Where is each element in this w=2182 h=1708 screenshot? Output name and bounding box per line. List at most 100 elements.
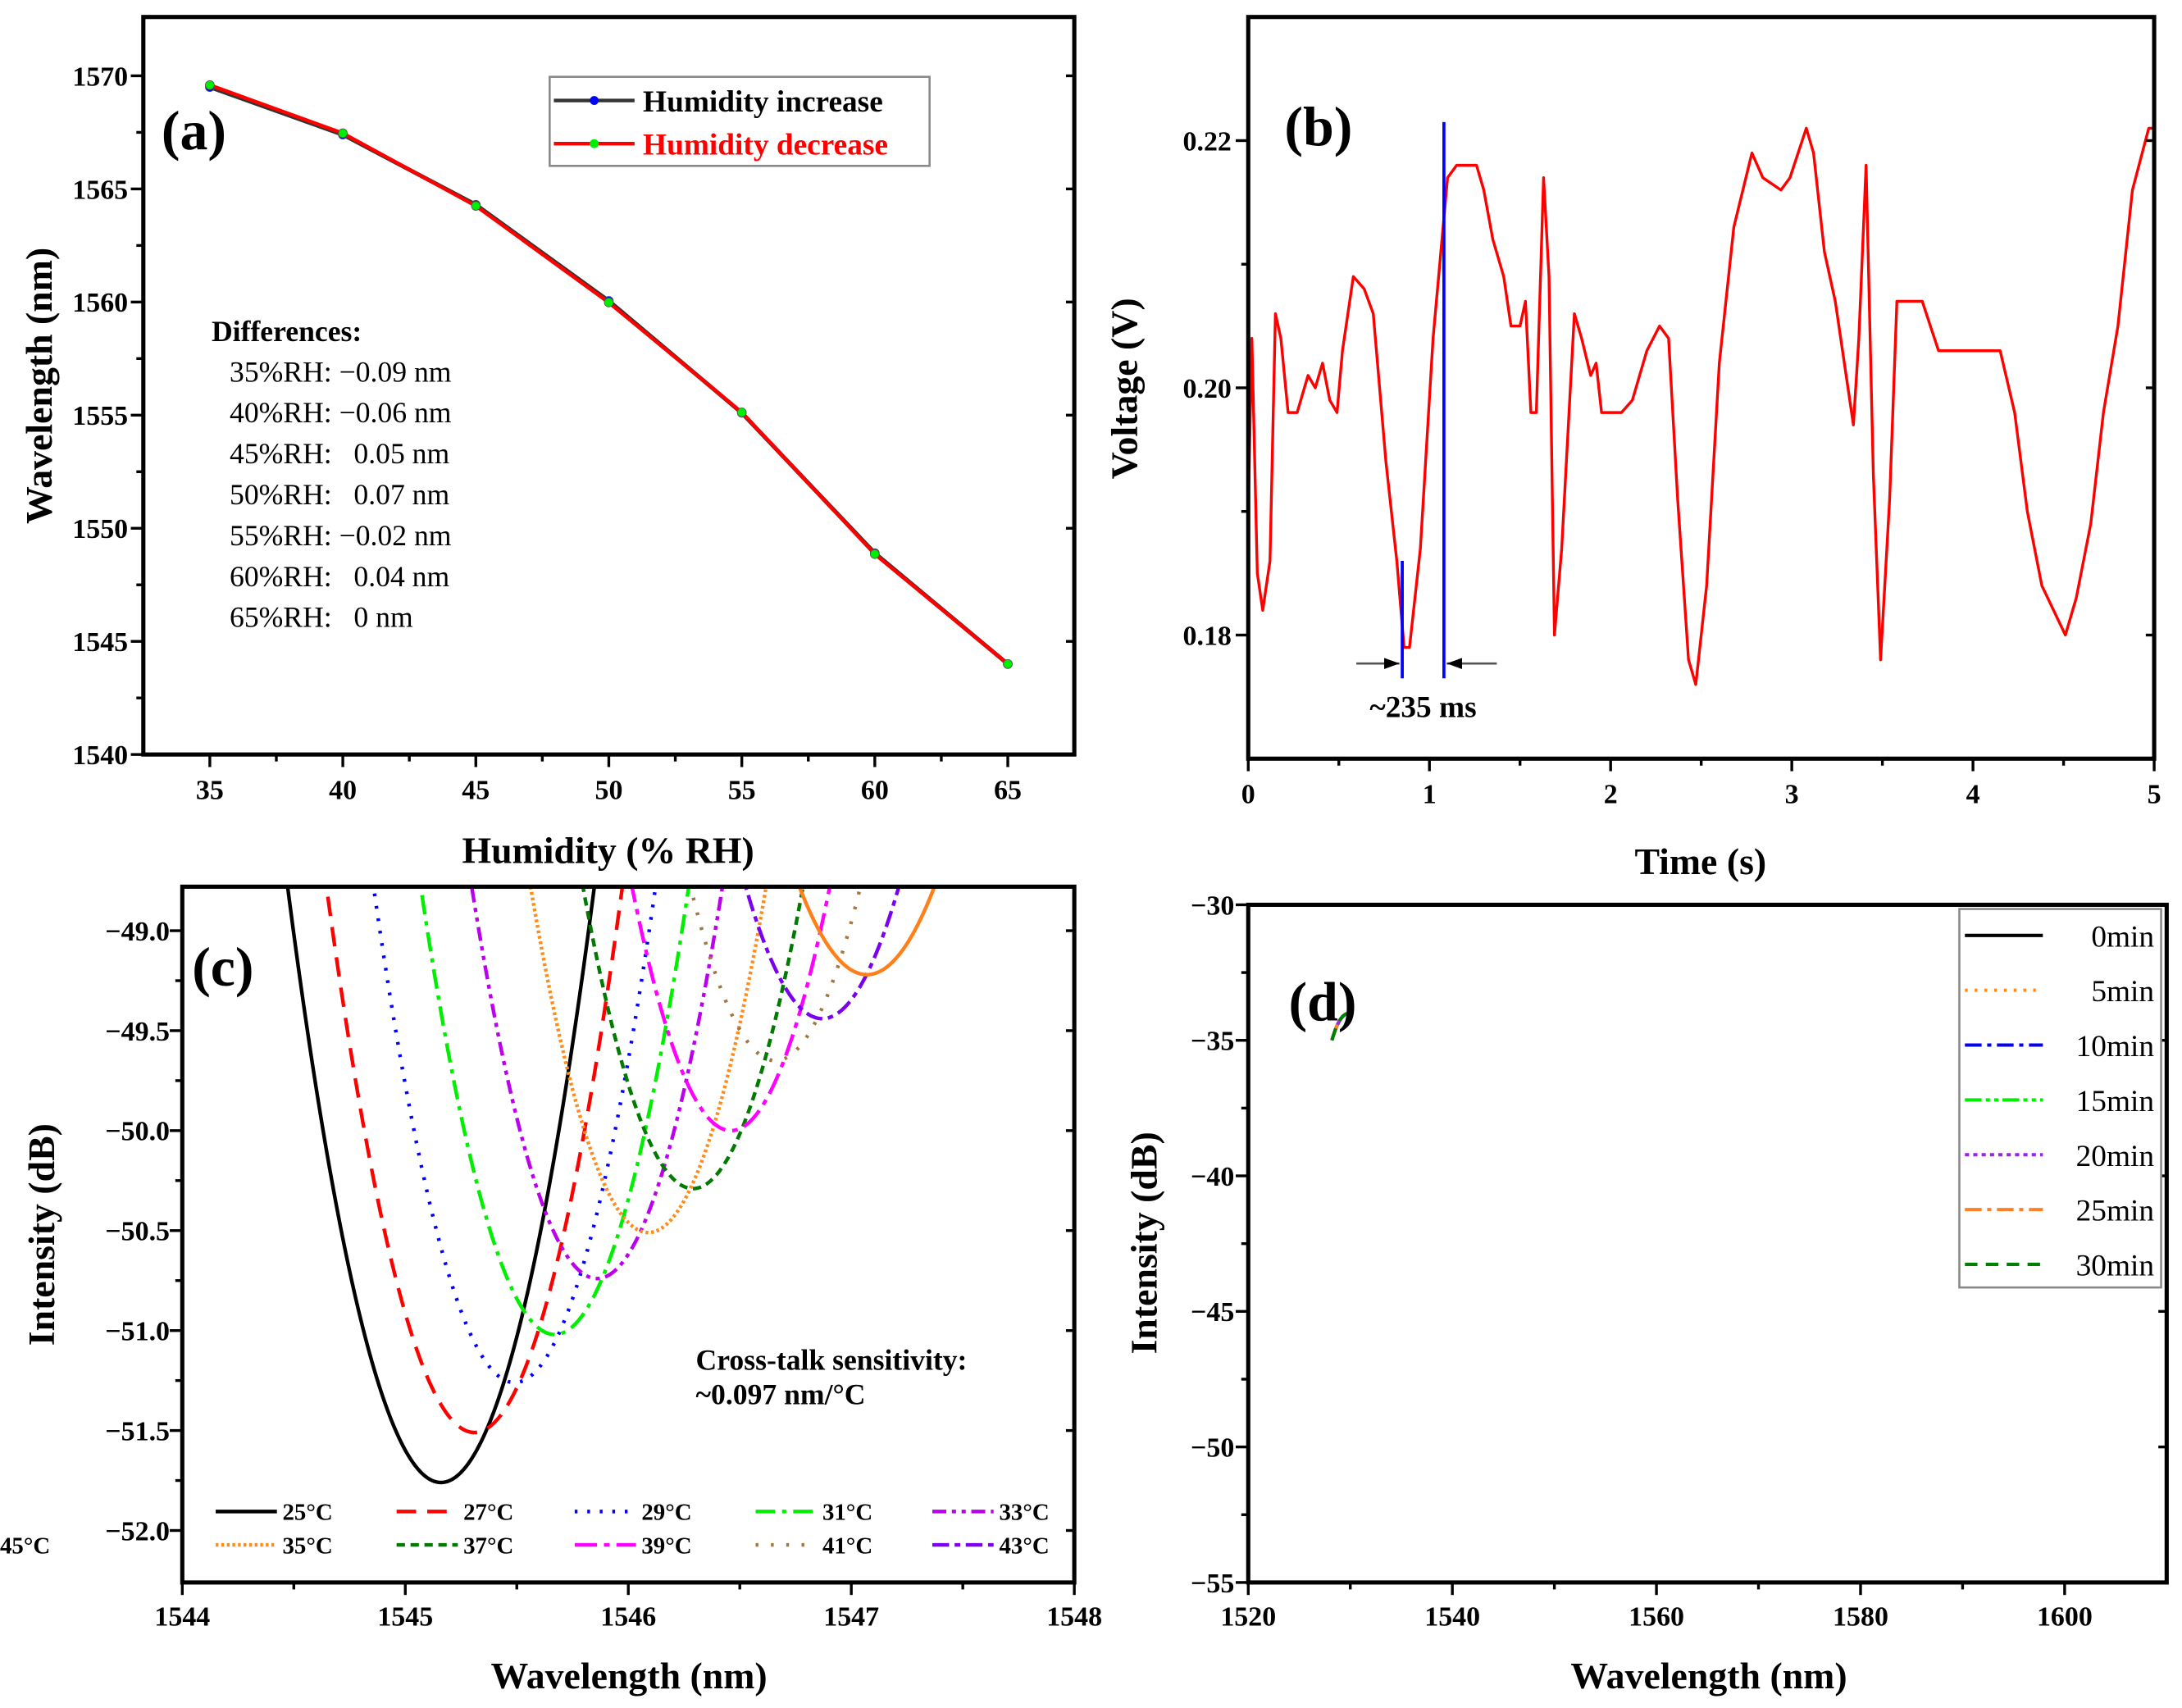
legend: 25°C 27°C 29°C 31°C 33°C 35°C 37°C 39°C 41°C 43°C… bbox=[0, 1500, 1050, 1560]
y-tick-label: −50.5 bbox=[105, 1217, 170, 1247]
response-time-label: ~235 ms bbox=[1369, 690, 1476, 724]
x-tick-label: 50 bbox=[594, 775, 622, 805]
x-tick-label: 55 bbox=[728, 775, 756, 805]
data-point bbox=[604, 298, 614, 307]
y-tick-label: 0.18 bbox=[1183, 621, 1232, 651]
legend-label: 5min bbox=[2091, 975, 2154, 1009]
x-tick-label: 1580 bbox=[1833, 1602, 1888, 1633]
x-tick-label: 1600 bbox=[2037, 1602, 2093, 1633]
legend-label: Humidity decrease bbox=[643, 129, 888, 162]
spectrum-35C bbox=[528, 886, 768, 1235]
legend-label: 31°C bbox=[822, 1500, 872, 1526]
legend-label: 0min bbox=[2091, 920, 2154, 954]
annotation-line: Cross-talk sensitivity: bbox=[696, 1343, 968, 1376]
y-tick-label: −55 bbox=[1191, 1569, 1234, 1599]
differences-annotation: Differences: 35%RH: −0.09 nm 40%RH: −0.06 … bbox=[212, 315, 452, 634]
x-axis-title: Time (s) bbox=[1634, 840, 1766, 882]
y-tick-label: 1550 bbox=[72, 514, 128, 544]
annotation-title: Differences: bbox=[212, 315, 362, 348]
x-tick-label: 1547 bbox=[823, 1602, 879, 1633]
spectrum-31C bbox=[418, 886, 691, 1337]
y-tick-label: 1565 bbox=[72, 175, 128, 205]
plot-frame bbox=[141, 15, 1077, 757]
legend: Humidity increase Humidity decrease bbox=[549, 75, 931, 167]
y-tick-label: 1540 bbox=[72, 740, 128, 771]
plot-frame bbox=[180, 884, 1077, 1585]
y-tick-label: 0.20 bbox=[1183, 374, 1232, 404]
panel-label: (a) bbox=[162, 100, 226, 162]
spectrum-45C bbox=[797, 886, 936, 977]
annotation-line: 35%RH: −0.09 nm bbox=[230, 355, 452, 388]
y-axis-title: Wavelength (nm) bbox=[18, 248, 60, 524]
legend-label: 45°C bbox=[0, 1533, 50, 1559]
spectrum-33C bbox=[470, 886, 725, 1281]
spectrum-27C bbox=[324, 886, 625, 1435]
annotation-line: 65%RH: 0 nm bbox=[230, 601, 413, 634]
x-axis-title: Humidity (% RH) bbox=[462, 830, 754, 872]
y-tick-label: −35 bbox=[1191, 1027, 1234, 1057]
legend-label: 25°C bbox=[283, 1500, 333, 1526]
legend-label: Humidity increase bbox=[643, 85, 883, 119]
spectrum-37C bbox=[581, 886, 805, 1191]
spectrum-39C bbox=[630, 886, 832, 1133]
y-tick-label: −30 bbox=[1191, 890, 1234, 921]
legend-label: 37°C bbox=[463, 1533, 513, 1559]
annotation-line: ~0.097 nm/°C bbox=[696, 1378, 866, 1411]
legend-label: 39°C bbox=[641, 1533, 691, 1559]
data-point bbox=[869, 549, 880, 559]
y-tick-label: 1545 bbox=[72, 627, 128, 658]
right-arrow-head bbox=[1446, 658, 1462, 669]
spectrum-25C bbox=[285, 886, 597, 1485]
panel-c: 1544 1545 1546 1547 1548 −52.0 −51.5 −51.0 −50.5… bbox=[0, 884, 1102, 1697]
y-tick-label: 1570 bbox=[72, 61, 128, 92]
plot-area bbox=[285, 886, 936, 1485]
spectrum-30min bbox=[1330, 1011, 1351, 1041]
y-tick-label: 1555 bbox=[72, 401, 128, 431]
legend-label: 20min bbox=[2076, 1140, 2155, 1173]
y-tick-label: −51.5 bbox=[105, 1416, 170, 1446]
y-tick-label: −52.0 bbox=[105, 1516, 170, 1546]
y-axis-title: Intensity (dB) bbox=[20, 1123, 62, 1346]
data-point bbox=[736, 408, 747, 417]
y-tick-label: −49.5 bbox=[105, 1017, 170, 1047]
x-tick-label: 1548 bbox=[1046, 1602, 1102, 1633]
panel-label: (c) bbox=[192, 936, 253, 998]
plot-area bbox=[1330, 1011, 1351, 1041]
legend-label: 41°C bbox=[822, 1533, 872, 1559]
legend-label: 29°C bbox=[641, 1500, 691, 1526]
y-tick-label: −50 bbox=[1191, 1432, 1234, 1463]
x-tick-label: 1560 bbox=[1629, 1602, 1684, 1633]
x-tick-label: 1520 bbox=[1220, 1602, 1276, 1633]
data-point bbox=[205, 80, 215, 90]
annotation-line: 55%RH: −0.02 nm bbox=[230, 519, 452, 552]
x-tick-label: 35 bbox=[196, 775, 224, 805]
annotation-line: 60%RH: 0.04 nm bbox=[230, 560, 449, 593]
legend-label: 25min bbox=[2076, 1195, 2155, 1228]
data-point bbox=[1003, 658, 1013, 669]
x-tick-label: 0 bbox=[1241, 780, 1255, 810]
legend-box bbox=[549, 75, 931, 167]
plot-frame bbox=[1246, 15, 2157, 761]
legend-label: 35°C bbox=[283, 1533, 333, 1559]
annotation-line: 45%RH: 0.05 nm bbox=[230, 437, 449, 470]
legend-label: 33°C bbox=[999, 1500, 1049, 1526]
legend-label: 15min bbox=[2076, 1085, 2155, 1118]
legend-label: 10min bbox=[2076, 1030, 2155, 1064]
x-tick-label: 40 bbox=[329, 775, 357, 805]
legend-label: 27°C bbox=[463, 1500, 513, 1526]
y-tick-label: 1560 bbox=[72, 288, 128, 318]
legend-marker bbox=[590, 139, 599, 148]
legend-box bbox=[1958, 908, 2162, 1289]
legend: 0min 5min 10min 15min 20min 25min 30min bbox=[1958, 908, 2162, 1289]
x-tick-label: 1545 bbox=[377, 1602, 433, 1633]
y-tick-label: −45 bbox=[1191, 1297, 1234, 1328]
y-axis-title: Intensity (dB) bbox=[1123, 1132, 1164, 1354]
x-tick-label: 1546 bbox=[600, 1602, 656, 1633]
y-tick-label: −50.0 bbox=[105, 1117, 170, 1147]
legend-label: 30min bbox=[2076, 1250, 2155, 1283]
plot-area bbox=[1248, 126, 2155, 686]
x-tick-label: 60 bbox=[861, 775, 889, 805]
x-tick-label: 5 bbox=[2148, 780, 2162, 810]
spectrum-29C bbox=[371, 886, 658, 1385]
